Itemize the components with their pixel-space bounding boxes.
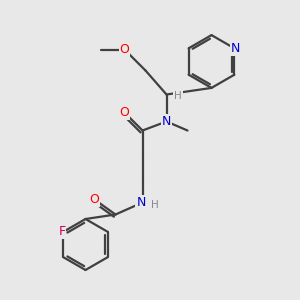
Text: N: N	[231, 42, 241, 55]
Text: O: O	[90, 193, 99, 206]
Text: F: F	[58, 225, 65, 238]
Text: N: N	[162, 115, 171, 128]
Text: H: H	[174, 91, 182, 101]
Text: H: H	[151, 200, 159, 211]
Text: O: O	[120, 43, 129, 56]
Text: O: O	[120, 106, 129, 119]
Text: N: N	[136, 196, 146, 209]
